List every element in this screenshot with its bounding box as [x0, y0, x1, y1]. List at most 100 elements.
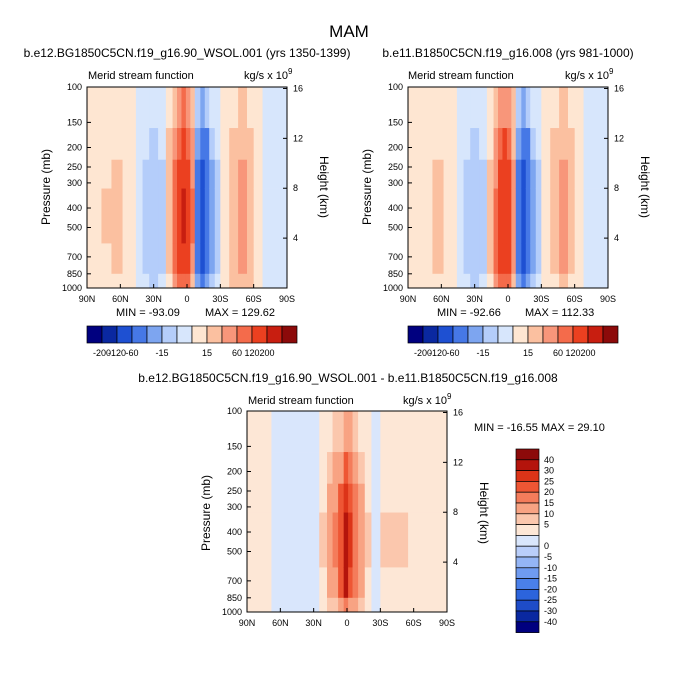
y-tick-label: 250 [388, 162, 403, 172]
heatmap-cell [177, 273, 182, 289]
colorbar-swatch [515, 545, 540, 558]
colorbar-label: -120 [429, 348, 447, 358]
heatmap-cell [470, 159, 480, 189]
x-tick-label: 90S [439, 618, 455, 628]
heatmap-cell [190, 188, 196, 244]
heatmap-cell [122, 273, 130, 289]
heatmap-cell [319, 411, 328, 453]
heatmap-cell [521, 273, 527, 289]
panel-3-ylabel-right: Height (km) [477, 482, 491, 544]
heatmap-cell [122, 87, 130, 129]
heatmap-cell [247, 128, 255, 161]
heatmap-cell [352, 452, 359, 485]
heatmap-cell [450, 159, 458, 189]
heatmap-cell [111, 273, 123, 289]
heatmap-cell [493, 273, 499, 289]
colorbar-swatch [131, 325, 148, 344]
heatmap-cell [541, 159, 551, 189]
heatmap-cell [502, 87, 508, 129]
panel-2-plot: 90N 60N 30N 0 30S 60S 90S 100 150 200 250 300 400 500… [383, 82, 624, 304]
heatmap-cell [247, 273, 255, 289]
y-right-tick-label: 12 [614, 133, 624, 143]
heatmap-cell [229, 273, 239, 289]
heatmap-cell [515, 87, 522, 129]
heatmap-cell [486, 188, 494, 244]
heatmap-cell [511, 273, 517, 289]
colorbar-swatch [602, 325, 619, 344]
heatmap-cell [443, 273, 451, 289]
heatmap-cell [135, 243, 143, 275]
heatmap-cell [111, 87, 123, 129]
heatmap-cell [525, 159, 531, 189]
heatmap-cell [515, 188, 522, 244]
x-tick-label: 60N [272, 618, 289, 628]
colorbar-swatch [515, 470, 540, 482]
heatmap-cell [568, 188, 576, 244]
y-tick-label: 850 [227, 593, 242, 603]
heatmap-cell [408, 483, 448, 513]
colorbar-label: -120 [108, 348, 126, 358]
heatmap-cell [515, 273, 522, 289]
panel-3-left-label: Merid stream function [248, 395, 354, 407]
heatmap-cell [502, 188, 508, 244]
heatmap-cell [511, 159, 517, 189]
heatmap-cell [408, 243, 423, 275]
colorbar-swatch [281, 325, 298, 344]
heatmap-cell [486, 273, 494, 289]
colorbar-swatch [515, 610, 540, 623]
heatmap-cell [247, 243, 255, 275]
colorbar-swatch [86, 325, 103, 344]
heatmap-cell [101, 87, 112, 129]
heatmap-cell [486, 87, 494, 129]
heatmap-cell [122, 159, 130, 189]
heatmap-cell [506, 159, 512, 189]
heatmap-cell [327, 483, 333, 513]
heatmap-cell [530, 243, 537, 275]
panel-2-colorbar: -200-120 -60 -15 15 60 120 200 [407, 325, 619, 358]
panel-2-max-label: MAX = 112.33 [525, 307, 594, 319]
colorbar-swatch [515, 535, 540, 547]
heatmap-cell [498, 87, 503, 129]
heatmap-cell [521, 159, 527, 189]
heatmap-cell [165, 128, 173, 161]
heatmap-cell [432, 128, 444, 161]
heatmap-cell [450, 87, 458, 129]
heatmap-cell [87, 273, 102, 289]
colorbar-label: 15 [544, 498, 554, 508]
y-tick-label: 500 [67, 222, 82, 232]
panel-1-ylabel: Pressure (mb) [39, 149, 53, 225]
heatmap-cell [364, 483, 372, 513]
heatmap-cell [200, 273, 206, 289]
y-tick-label: 150 [67, 117, 82, 127]
heatmap-cell [348, 597, 353, 613]
heatmap-cell [443, 87, 451, 129]
heatmap-cell [190, 87, 196, 129]
heatmap-cell [541, 273, 551, 289]
heatmap-cell [380, 483, 409, 513]
heatmap-cell [229, 188, 239, 244]
panel-2-units-base: kg/s x 10 [565, 70, 609, 82]
heatmap-cell [122, 243, 130, 275]
heatmap-cell [209, 159, 216, 189]
colorbar-swatch [515, 513, 540, 525]
heatmap-cell [253, 87, 263, 129]
heatmap-cell [559, 159, 569, 189]
heatmap-cell [338, 483, 345, 513]
heatmap-cell [165, 273, 173, 289]
heatmap-cell [247, 87, 255, 129]
heatmap-cell [185, 273, 191, 289]
heatmap-cell [463, 243, 471, 275]
panel-2-units-exp: 9 [609, 67, 614, 76]
y-tick-label: 400 [388, 203, 403, 213]
y-tick-label: 400 [227, 527, 242, 537]
heatmap-cell [479, 87, 488, 129]
heatmap-cell [135, 87, 143, 129]
heatmap-cell [352, 512, 359, 568]
heatmap-cell [122, 188, 130, 244]
heatmap-cell [262, 87, 275, 129]
x-tick-label: 90S [600, 294, 616, 304]
heatmap-cell [525, 243, 531, 275]
heatmap-cell [238, 87, 248, 129]
colorbar-label: -15 [155, 348, 168, 358]
heatmap-cell [530, 87, 537, 129]
